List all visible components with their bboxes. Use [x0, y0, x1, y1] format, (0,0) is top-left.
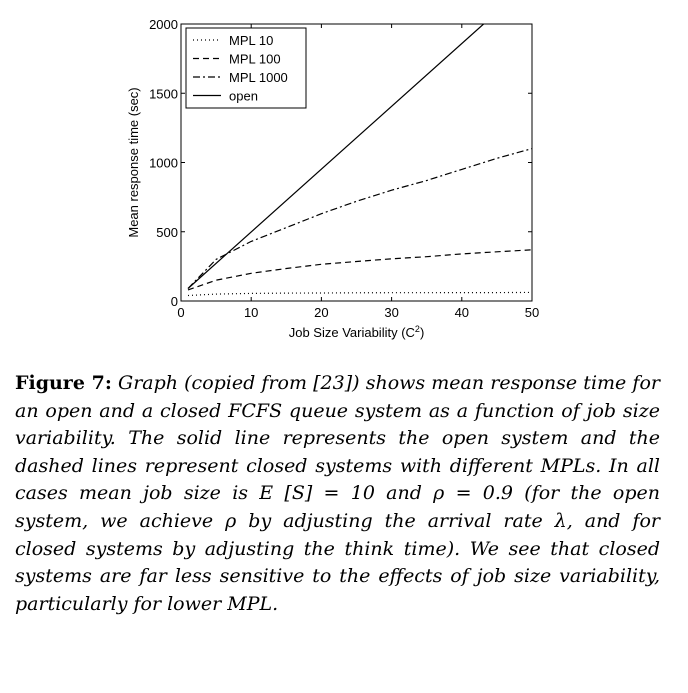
x-tick-label: 40	[455, 305, 469, 320]
y-tick-label: 500	[156, 225, 178, 240]
x-axis-label: Job Size Variability (C2)	[289, 324, 425, 340]
series-line-1	[187, 291, 532, 297]
y-tick-label: 2000	[149, 17, 178, 32]
legend-label: MPL 1000	[229, 70, 288, 85]
plot-area	[187, 24, 532, 297]
series-line-4	[187, 24, 485, 289]
x-tick-label: 30	[384, 305, 398, 320]
x-tick-label: 20	[314, 305, 328, 320]
series-line-2	[187, 249, 532, 291]
y-tick-label: 1000	[149, 156, 178, 171]
figure-caption: Figure 7: Graph (copied from [23]) shows…	[15, 370, 660, 618]
x-tick-label: 50	[525, 305, 539, 320]
y-tick-label: 0	[171, 294, 178, 309]
legend-label: open	[229, 89, 258, 104]
y-axis-label: Mean response time (sec)	[126, 87, 141, 237]
x-tick-label: 10	[244, 305, 258, 320]
legend-box	[185, 27, 307, 109]
y-tick-label: 1500	[149, 86, 178, 101]
x-tick-label: 0	[177, 305, 184, 320]
caption-label: Figure 7:	[15, 372, 112, 394]
legend-label: MPL 100	[229, 52, 281, 67]
series-line-3	[187, 148, 532, 289]
legend-label: MPL 10	[229, 33, 273, 48]
caption-text: Graph (copied from [23]) shows mean resp…	[15, 372, 660, 615]
legend: MPL 10 MPL 100 MPL 1000 open	[185, 27, 307, 109]
